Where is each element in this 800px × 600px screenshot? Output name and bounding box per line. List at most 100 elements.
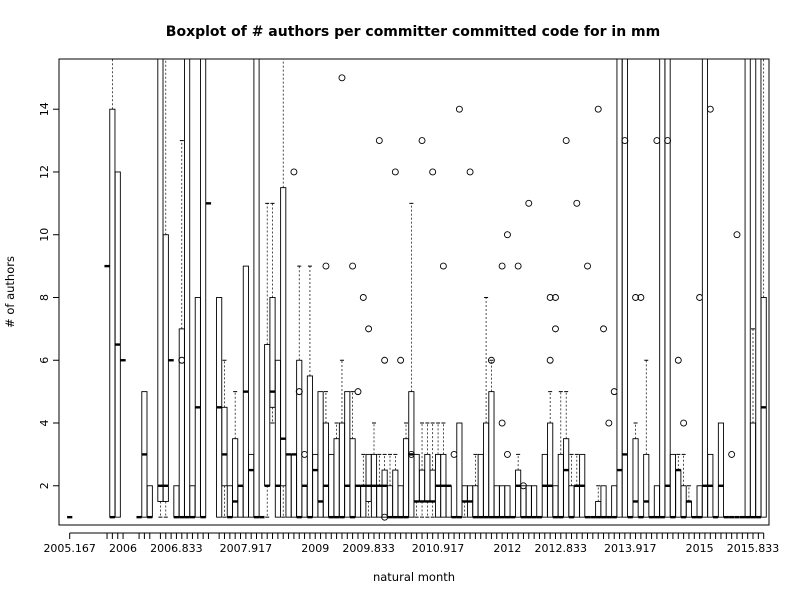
- x-tick-label: 2009: [301, 542, 329, 555]
- box-body: [274, 359, 281, 518]
- box-2010: [375, 137, 383, 518]
- box-2012.167: [514, 262, 522, 518]
- box-2009.583: [349, 262, 357, 519]
- outlier-point: [439, 262, 447, 270]
- box-2009.167: [322, 262, 330, 518]
- outlier-point: [573, 199, 581, 207]
- box-2013.167: [579, 453, 586, 518]
- outlier-point: [487, 356, 495, 364]
- box-body: [680, 485, 687, 518]
- box-2015.333: [717, 422, 725, 518]
- box-body: [675, 469, 682, 518]
- box-body: [301, 485, 308, 518]
- box-body: [717, 422, 725, 518]
- box-body: [365, 453, 372, 502]
- box-series: [67, 58, 767, 521]
- box-body: [312, 453, 319, 518]
- box-body: [616, 58, 623, 518]
- outlier-point: [728, 450, 736, 458]
- box-2013.75: [616, 58, 623, 518]
- box-2014.667: [674, 356, 682, 518]
- box-body: [328, 453, 335, 518]
- box-body: [237, 485, 244, 518]
- y-axis-label: # of authors: [3, 256, 17, 328]
- box-2010.583: [413, 453, 420, 518]
- outlier-point: [706, 105, 714, 113]
- outlier-point: [664, 137, 672, 145]
- box-2012.75: [552, 294, 559, 519]
- box-body: [354, 485, 362, 518]
- outlier-point: [455, 105, 463, 113]
- box-2009.333: [333, 422, 340, 519]
- box-2008.583: [285, 453, 292, 518]
- box-2013: [568, 453, 575, 519]
- box-2009.083: [317, 391, 324, 518]
- box-2008.333: [269, 202, 276, 424]
- outlier-point: [349, 262, 357, 270]
- outlier-point: [391, 168, 399, 176]
- outlier-point: [546, 294, 554, 301]
- box-2007.167: [194, 297, 201, 518]
- x-tick-label: 2009.833: [342, 542, 395, 555]
- outlier-point: [466, 168, 474, 176]
- box-2007.5: [216, 297, 223, 518]
- box-body: [744, 58, 751, 518]
- outlier-point: [322, 262, 330, 270]
- y-tick-label: 10: [38, 228, 51, 242]
- y-tick-label: 6: [38, 357, 51, 364]
- y-tick-label: 12: [38, 165, 51, 179]
- box-body: [322, 422, 329, 518]
- outlier-point: [680, 419, 688, 427]
- box-body: [424, 453, 431, 502]
- outlier-point: [354, 388, 362, 396]
- box-body: [349, 438, 356, 518]
- box-2015: [696, 294, 704, 519]
- box-body: [360, 485, 367, 518]
- box-body: [696, 485, 703, 518]
- box-body: [290, 453, 297, 518]
- box-2013.833: [621, 58, 629, 518]
- box-2013.417: [594, 105, 602, 519]
- box-2016: [760, 59, 767, 518]
- box-2011.583: [477, 453, 484, 519]
- box-2014.083: [637, 294, 645, 519]
- box-2005.833: [109, 59, 116, 519]
- box-body: [392, 469, 399, 518]
- box-2007.917: [242, 265, 249, 518]
- x-axis-label: natural month: [373, 570, 455, 584]
- box-2009.417: [338, 74, 346, 519]
- box-body: [552, 485, 559, 518]
- box-2007.667: [226, 485, 233, 519]
- box-2014.167: [643, 359, 650, 518]
- box-2015.167: [706, 105, 714, 518]
- x-tick-label: 2015: [686, 542, 714, 555]
- outlier-point: [375, 137, 383, 145]
- box-2010.167: [386, 453, 394, 519]
- box-2007.833: [237, 484, 244, 518]
- box-2008.417: [274, 359, 281, 518]
- x-tick-label: 2005.167: [43, 542, 96, 555]
- box-2006.667: [162, 59, 169, 518]
- x-tick-label: 2006: [109, 542, 137, 555]
- box-2011.333: [461, 485, 468, 518]
- outlier-point: [653, 137, 661, 145]
- box-body: [397, 485, 404, 518]
- box-body: [483, 422, 490, 518]
- box-2008: [248, 453, 255, 518]
- box-body: [418, 469, 426, 502]
- box-body: [595, 501, 602, 518]
- box-2013.083: [573, 199, 581, 518]
- box-body: [280, 187, 287, 487]
- outlier-point: [605, 419, 613, 427]
- outlier-point: [381, 356, 389, 364]
- box-2007.083: [189, 485, 196, 519]
- box-2008.5: [280, 59, 287, 518]
- box-body: [557, 453, 564, 518]
- box-body: [643, 453, 650, 518]
- outlier-point: [600, 325, 607, 333]
- box-2008.667: [290, 168, 298, 518]
- box-2006.833: [173, 485, 180, 519]
- outlier-point: [503, 231, 511, 239]
- box-2011.917: [498, 262, 506, 519]
